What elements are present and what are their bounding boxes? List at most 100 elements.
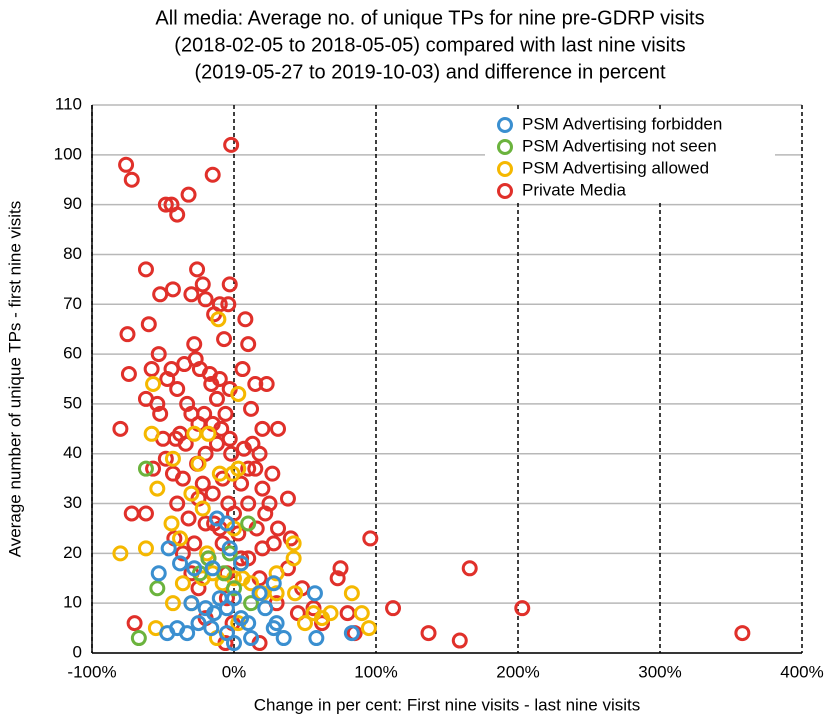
point [190,615,207,632]
point [126,615,143,632]
point [329,570,346,587]
legend-marker [497,139,513,155]
point [140,316,157,333]
point [174,545,191,562]
point [180,186,197,203]
point [213,420,230,437]
point [226,635,242,652]
point [203,375,220,392]
point [180,510,197,527]
point [221,545,238,562]
y-tick-label: 0 [73,642,82,661]
y-tick-label: 50 [63,393,82,412]
point [123,505,140,522]
point [285,535,302,552]
point [306,585,323,602]
point [230,385,247,402]
y-tick-label: 30 [63,493,82,512]
point [247,375,264,392]
point [221,430,238,447]
point [169,495,186,512]
y-axis-label: Average number of unique TPs - first nin… [5,201,24,558]
point [308,630,325,647]
point [174,470,191,487]
point [204,485,221,502]
point [112,420,129,437]
legend-marker [497,161,513,177]
point [251,445,268,462]
point [275,630,292,647]
point [287,585,304,602]
y-tick-label: 60 [63,344,82,363]
point [297,615,313,632]
chart-title: (2019-05-27 to 2019-10-03) and differenc… [194,61,666,83]
x-tick-label: -100% [67,662,116,681]
legend-marker [497,117,513,133]
point [343,625,360,642]
point [174,575,191,592]
point [223,136,240,153]
point [190,455,207,472]
point [194,475,211,492]
point [221,276,238,293]
point [160,540,177,557]
x-tick-label: 100% [354,662,397,681]
point [145,375,162,392]
point [233,555,250,572]
point [200,425,217,442]
point [137,261,154,278]
point [172,555,189,572]
x-tick-label: 0% [222,662,247,681]
point [451,632,468,649]
point [194,500,211,517]
point [279,490,296,507]
point [187,351,204,368]
point [112,545,129,562]
point [145,460,162,477]
legend-label: PSM Advertising not seen [522,136,717,155]
point [233,475,250,492]
point [734,625,751,642]
point [183,286,200,303]
point [240,515,257,532]
y-tick-label: 110 [55,94,82,113]
point [186,336,203,353]
point [240,460,257,477]
point [164,595,181,612]
point [204,560,221,577]
point [258,375,275,392]
point [268,565,285,582]
point [240,615,257,632]
point [172,530,189,547]
point [163,515,180,532]
point [243,400,260,417]
point [332,560,349,577]
point [243,575,260,592]
point [130,630,147,647]
point [362,530,379,547]
y-tick-label: 40 [63,443,82,462]
point [208,390,225,407]
point [150,565,167,582]
point [240,336,257,353]
point [218,515,235,532]
point [179,395,196,412]
point [265,535,282,552]
point [211,590,228,607]
point [149,480,166,497]
point [197,291,214,308]
legend-label: Private Media [522,180,626,199]
point [189,261,206,278]
y-tick-label: 20 [63,543,82,562]
point [314,615,331,632]
point [159,371,176,387]
point [159,625,176,642]
point [203,620,220,637]
point [157,196,174,213]
point [385,600,402,617]
legend-marker [497,183,513,199]
point [353,605,370,622]
point [268,615,285,632]
chart-title: All media: Average no. of unique TPs for… [155,7,704,29]
